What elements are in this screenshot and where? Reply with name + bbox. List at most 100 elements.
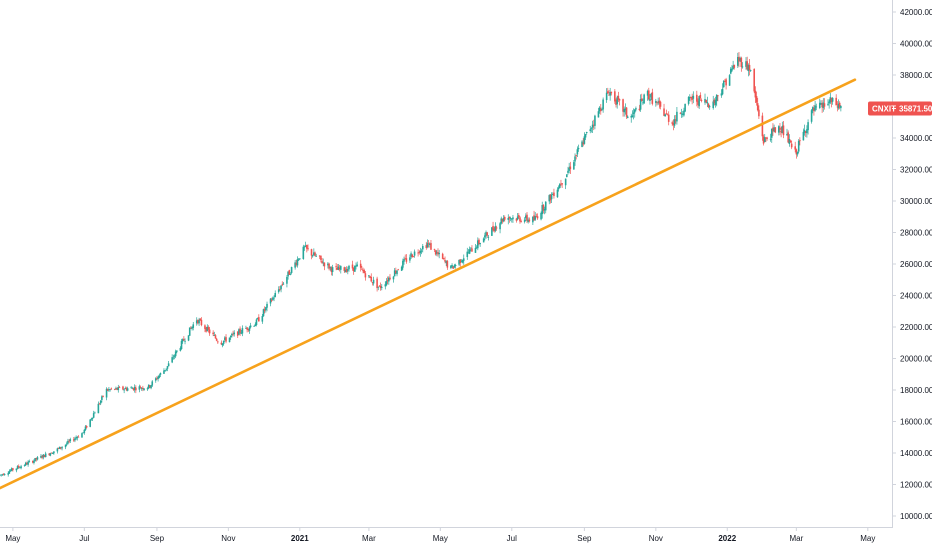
- time-tick-label: Jul: [507, 534, 517, 543]
- candle-body: [57, 448, 60, 449]
- candle-body: [420, 250, 423, 252]
- candle-body: [147, 384, 150, 389]
- candle-body: [821, 103, 823, 108]
- candle-body: [0, 474, 2, 476]
- candle-body: [566, 174, 568, 178]
- last-price-label: 35871.50: [899, 105, 932, 114]
- candle-body: [438, 252, 440, 255]
- candle-body: [198, 319, 200, 324]
- candle-body: [582, 142, 585, 145]
- price-axis: 10000.00 12000.00 14000.00 16000.00 18000.00…: [892, 8, 932, 521]
- candle-body: [191, 326, 193, 329]
- trendline[interactable]: [0, 78, 857, 491]
- candle-body: [494, 226, 497, 231]
- candle-body: [837, 103, 840, 109]
- candle-body: [240, 332, 243, 334]
- candle-body: [118, 387, 121, 388]
- candle-body: [666, 114, 669, 116]
- candle-body: [53, 451, 55, 454]
- candle-body: [288, 270, 291, 275]
- candle-body: [469, 247, 472, 249]
- candle-body: [753, 68, 756, 92]
- candle-body: [295, 262, 298, 265]
- candle-body: [599, 108, 602, 112]
- candle-body: [664, 114, 666, 117]
- candle-body: [482, 238, 485, 243]
- time-tick-label: Mar: [362, 534, 376, 543]
- candle-body: [91, 417, 94, 420]
- candle-body: [471, 248, 473, 252]
- candle-body: [302, 246, 305, 260]
- candle-body: [150, 385, 152, 389]
- candle-body: [540, 212, 542, 220]
- candle-body: [289, 274, 292, 275]
- candle-body: [518, 215, 520, 218]
- candle-body: [773, 127, 775, 132]
- price-tick-label: 16000.00: [900, 418, 932, 427]
- candle-body: [441, 253, 444, 259]
- candle-body: [400, 266, 403, 271]
- candle-body: [368, 275, 370, 277]
- candle-body: [363, 270, 366, 274]
- candle-body: [179, 347, 182, 351]
- candle-body: [631, 115, 634, 118]
- candle-body: [624, 108, 627, 111]
- candle-body: [684, 103, 686, 112]
- candle-body: [507, 217, 510, 220]
- candle-body: [451, 265, 453, 267]
- candle-body: [159, 373, 162, 375]
- candle-body: [256, 318, 259, 320]
- candle-body: [318, 255, 321, 257]
- candle-body: [262, 309, 265, 317]
- candle-body: [113, 388, 116, 390]
- price-tick-label: 26000.00: [900, 260, 932, 269]
- candle-body: [699, 94, 702, 99]
- candle-body: [655, 101, 657, 103]
- candle-body: [443, 258, 445, 260]
- candle-body: [206, 326, 209, 331]
- candle-body: [199, 318, 202, 321]
- candle-body: [574, 156, 576, 162]
- candle-body: [379, 285, 382, 289]
- candle-body: [102, 395, 104, 397]
- candle-body: [756, 103, 759, 111]
- candle-body: [364, 273, 367, 278]
- time-tick-label: May: [5, 534, 20, 543]
- time-axis: May Jul Sep Nov 2021 Mar May Jul Sep Nov 2022 Mar Ma…: [5, 527, 875, 543]
- candle-body: [467, 252, 470, 254]
- candle-body: [338, 267, 341, 269]
- candle-body: [217, 341, 219, 343]
- candle-body: [255, 319, 258, 325]
- candle-body: [228, 337, 231, 343]
- candle-body: [466, 251, 469, 258]
- candle-body: [542, 204, 545, 211]
- candle-body: [831, 97, 834, 102]
- price-tick-label: 38000.00: [900, 71, 932, 80]
- candle-body: [643, 94, 645, 104]
- candle-body: [261, 316, 264, 322]
- time-tick-label: Sep: [150, 534, 165, 543]
- candle-body: [17, 465, 20, 468]
- candle-body: [286, 277, 288, 284]
- candle-body: [745, 61, 747, 67]
- candle-body: [484, 235, 486, 238]
- time-tick-label: May: [860, 534, 875, 543]
- time-tick-label: 2022: [718, 534, 736, 543]
- candle-body: [700, 100, 703, 101]
- candle-body: [774, 127, 777, 133]
- candle-body: [487, 236, 490, 238]
- candle-body: [638, 108, 641, 111]
- candle-body: [12, 468, 14, 471]
- candle-body: [347, 269, 349, 271]
- candle-body: [412, 256, 415, 258]
- candle-body: [9, 470, 12, 472]
- price-tick-label: 28000.00: [900, 229, 932, 238]
- candle-body: [40, 455, 42, 458]
- candle-body: [361, 268, 363, 270]
- candle-body: [212, 332, 214, 335]
- candle-body: [795, 149, 798, 155]
- candle-body: [345, 268, 348, 272]
- candle-body: [215, 338, 218, 341]
- candle-body: [386, 280, 389, 282]
- candle-body: [748, 64, 751, 71]
